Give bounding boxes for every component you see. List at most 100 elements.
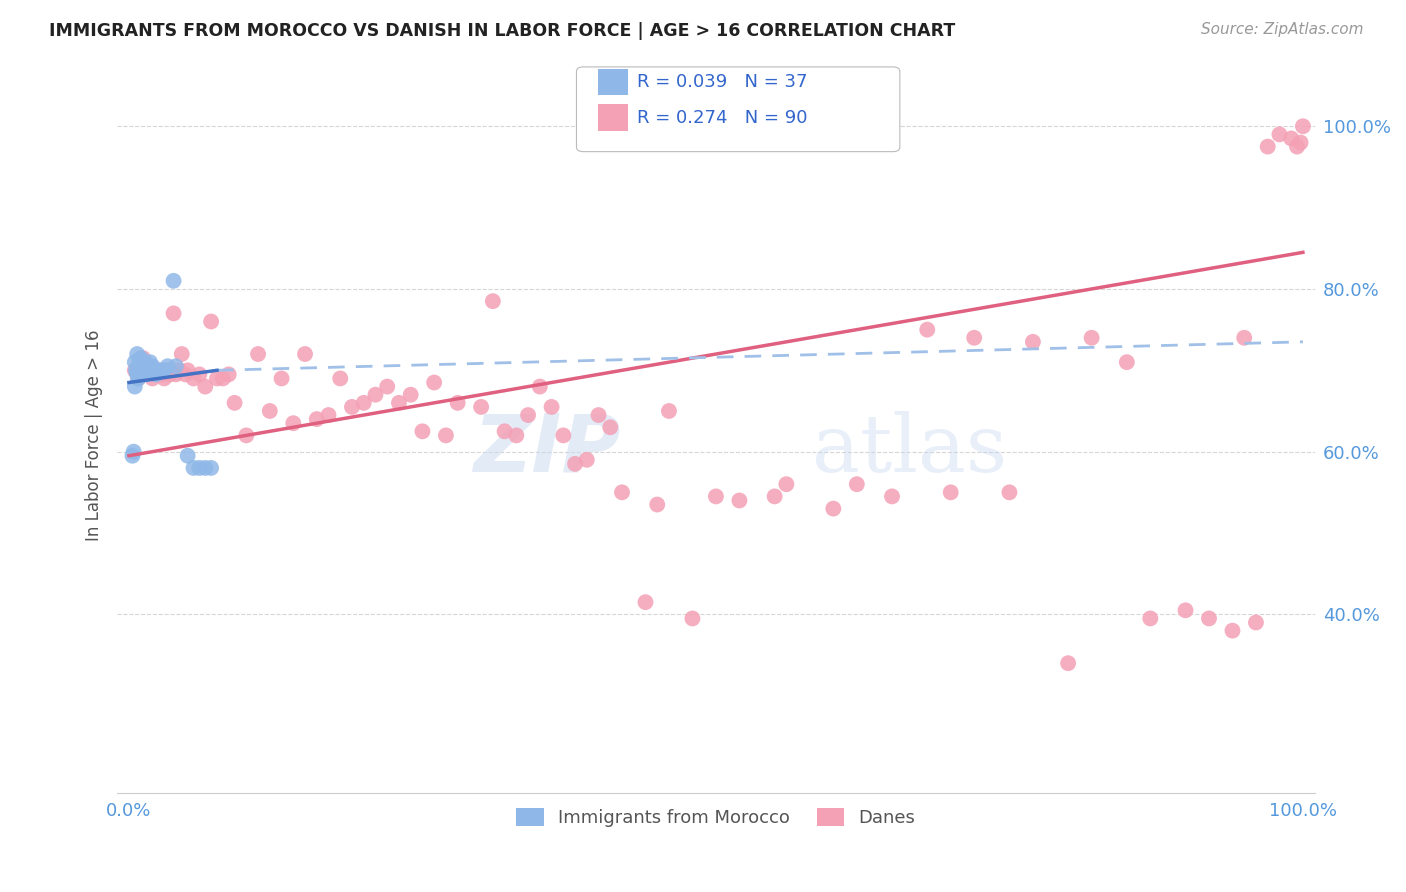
Point: [1257, 139, 1279, 153]
Text: IMMIGRANTS FROM MOROCCO VS DANISH IN LABOR FORCE | AGE > 16 CORRELATION CHART: IMMIGRANTS FROM MOROCCO VS DANISH IN LAB…: [49, 22, 956, 40]
Point: [132, 363, 155, 377]
Point: [143, 363, 166, 377]
Point: [170, 347, 193, 361]
Text: Source: ZipAtlas.com: Source: ZipAtlas.com: [1201, 22, 1364, 37]
Point: [128, 355, 150, 369]
Point: [1198, 611, 1220, 625]
Point: [150, 368, 173, 382]
Point: [423, 376, 446, 390]
Point: [575, 452, 598, 467]
Point: [125, 363, 148, 377]
Point: [1244, 615, 1267, 630]
Point: [145, 368, 167, 382]
Point: [194, 461, 217, 475]
Point: [124, 355, 146, 369]
Point: [142, 363, 165, 377]
Point: [963, 331, 986, 345]
Point: [165, 359, 187, 374]
Legend: Immigrants from Morocco, Danes: Immigrants from Morocco, Danes: [509, 801, 922, 834]
Point: [124, 363, 146, 377]
Point: [139, 355, 162, 369]
Point: [183, 371, 205, 385]
Point: [143, 368, 166, 382]
Point: [775, 477, 797, 491]
Point: [517, 408, 540, 422]
Point: [188, 368, 211, 382]
Point: [247, 347, 270, 361]
Point: [127, 363, 149, 377]
Point: [1174, 603, 1197, 617]
Point: [599, 420, 621, 434]
Point: [1115, 355, 1137, 369]
Point: [564, 457, 586, 471]
Point: [340, 400, 363, 414]
Point: [482, 294, 505, 309]
Point: [148, 363, 170, 377]
Point: [399, 388, 422, 402]
Point: [127, 368, 149, 382]
Text: R = 0.274   N = 90: R = 0.274 N = 90: [637, 109, 807, 127]
Point: [224, 396, 246, 410]
Point: [131, 355, 153, 369]
Point: [134, 355, 156, 369]
Point: [136, 363, 159, 377]
Point: [434, 428, 457, 442]
Point: [129, 351, 152, 365]
Point: [128, 359, 150, 374]
Point: [505, 428, 527, 442]
Point: [1286, 139, 1309, 153]
Point: [259, 404, 281, 418]
Point: [294, 347, 316, 361]
Point: [1268, 128, 1291, 142]
Point: [845, 477, 868, 491]
Point: [129, 363, 152, 377]
Point: [283, 416, 305, 430]
Point: [411, 425, 433, 439]
Point: [156, 363, 179, 377]
Point: [156, 359, 179, 374]
Point: [588, 408, 610, 422]
Point: [162, 306, 184, 320]
Point: [211, 371, 233, 385]
Point: [141, 359, 163, 374]
Point: [1057, 656, 1080, 670]
Point: [305, 412, 328, 426]
Point: [375, 379, 398, 393]
Point: [704, 490, 727, 504]
Point: [132, 351, 155, 365]
Point: [446, 396, 468, 410]
Point: [176, 449, 198, 463]
Point: [141, 371, 163, 385]
Point: [1292, 120, 1315, 134]
Point: [162, 274, 184, 288]
Point: [176, 363, 198, 377]
Point: [728, 493, 751, 508]
Point: [165, 368, 187, 382]
Point: [127, 371, 149, 385]
Point: [124, 379, 146, 393]
Point: [135, 363, 157, 377]
Point: [1233, 331, 1256, 345]
Point: [139, 359, 162, 374]
Point: [1080, 331, 1102, 345]
Point: [880, 490, 903, 504]
Text: R = 0.039   N = 37: R = 0.039 N = 37: [637, 73, 807, 91]
Point: [553, 428, 575, 442]
Point: [141, 363, 163, 377]
Point: [998, 485, 1021, 500]
Point: [188, 461, 211, 475]
Point: [138, 359, 160, 374]
Point: [1139, 611, 1161, 625]
Point: [153, 371, 176, 385]
Point: [148, 363, 170, 377]
Point: [129, 368, 152, 382]
Point: [823, 501, 845, 516]
Point: [270, 371, 292, 385]
Point: [364, 388, 387, 402]
Point: [200, 314, 222, 328]
Point: [763, 490, 786, 504]
Point: [169, 363, 191, 377]
Point: [634, 595, 657, 609]
Point: [915, 323, 938, 337]
Point: [174, 368, 197, 382]
